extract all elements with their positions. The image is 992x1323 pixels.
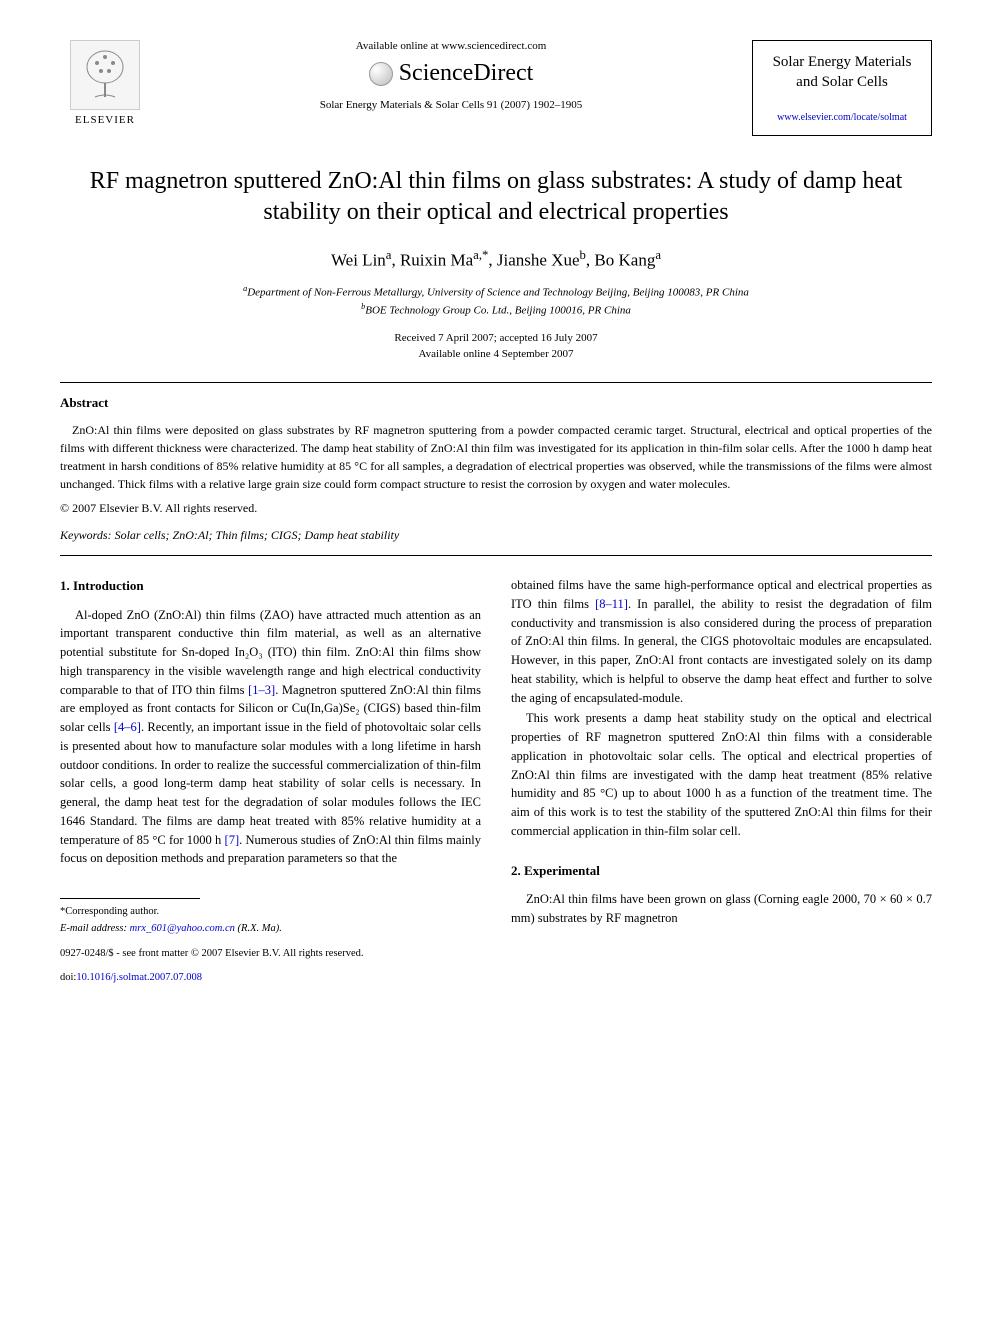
two-column-body: 1. Introduction Al-doped ZnO (ZnO:Al) th… <box>60 576 932 986</box>
divider-bottom <box>60 555 932 556</box>
received-date: Received 7 April 2007; accepted 16 July … <box>60 331 932 346</box>
doi-line: doi:10.1016/j.solmat.2007.07.008 <box>60 971 481 986</box>
footer-divider <box>60 898 200 899</box>
front-matter-line: 0927-0248/$ - see front matter © 2007 El… <box>60 947 481 962</box>
elsevier-label: ELSEVIER <box>60 114 150 126</box>
experimental-heading: 2. Experimental <box>511 861 932 881</box>
center-header: Available online at www.sciencedirect.co… <box>150 40 752 111</box>
email-line: E-mail address: mrx_601@yahoo.com.cn (R.… <box>60 922 481 937</box>
article-title: RF magnetron sputtered ZnO:Al thin films… <box>60 166 932 228</box>
abstract-heading: Abstract <box>60 395 932 411</box>
doi-link[interactable]: 10.1016/j.solmat.2007.07.008 <box>76 972 202 983</box>
available-online-text: Available online at www.sciencedirect.co… <box>170 40 732 52</box>
keywords-values: Solar cells; ZnO:Al; Thin films; CIGS; D… <box>115 528 400 542</box>
copyright-line: © 2007 Elsevier B.V. All rights reserved… <box>60 501 932 516</box>
elsevier-tree-icon <box>70 40 140 110</box>
ref-link-4-6[interactable]: [4–6] <box>114 720 141 734</box>
intro-paragraph-1: Al-doped ZnO (ZnO:Al) thin films (ZAO) h… <box>60 606 481 869</box>
ref-link-8-11[interactable]: [8–11] <box>595 597 628 611</box>
keywords-label: Keywords: <box>60 528 112 542</box>
affiliation-a: aDepartment of Non-Ferrous Metallurgy, U… <box>60 283 932 301</box>
footer-area: *Corresponding author. E-mail address: m… <box>60 898 481 986</box>
sciencedirect-icon <box>369 62 393 86</box>
left-column: 1. Introduction Al-doped ZnO (ZnO:Al) th… <box>60 576 481 986</box>
page-container: ELSEVIER Available online at www.science… <box>0 0 992 1026</box>
corresponding-author: *Corresponding author. <box>60 905 481 920</box>
tree-icon <box>75 45 135 105</box>
abstract-text: ZnO:Al thin films were deposited on glas… <box>60 421 932 493</box>
header-row: ELSEVIER Available online at www.science… <box>60 40 932 136</box>
sciencedirect-logo: ScienceDirect <box>170 60 732 87</box>
authors-line: Wei Lina, Ruixin Maa,*, Jianshe Xueb, Bo… <box>60 248 932 271</box>
ref-link-1-3[interactable]: [1–3] <box>248 683 275 697</box>
keywords-line: Keywords: Solar cells; ZnO:Al; Thin film… <box>60 528 932 543</box>
email-label: E-mail address: <box>60 923 127 934</box>
email-attribution: (R.X. Ma). <box>238 923 282 934</box>
email-link[interactable]: mrx_601@yahoo.com.cn <box>130 923 235 934</box>
sciencedirect-text: ScienceDirect <box>399 60 534 87</box>
doi-label: doi: <box>60 972 76 983</box>
available-date: Available online 4 September 2007 <box>60 347 932 362</box>
col2-paragraph-1: obtained films have the same high-perfor… <box>511 576 932 707</box>
affiliations: aDepartment of Non-Ferrous Metallurgy, U… <box>60 283 932 319</box>
journal-box: Solar Energy Materials and Solar Cells w… <box>752 40 932 136</box>
citation-line: Solar Energy Materials & Solar Cells 91 … <box>170 99 732 111</box>
journal-title: Solar Energy Materials and Solar Cells <box>761 53 923 92</box>
experimental-paragraph-1: ZnO:Al thin films have been grown on gla… <box>511 890 932 928</box>
journal-link[interactable]: www.elsevier.com/locate/solmat <box>761 112 923 123</box>
ref-link-7[interactable]: [7] <box>225 833 240 847</box>
divider-top <box>60 382 932 383</box>
affiliation-b: bBOE Technology Group Co. Ltd., Beijing … <box>60 301 932 319</box>
right-column: obtained films have the same high-perfor… <box>511 576 932 986</box>
col2-paragraph-2: This work presents a damp heat stability… <box>511 709 932 840</box>
article-dates: Received 7 April 2007; accepted 16 July … <box>60 331 932 362</box>
elsevier-logo-block: ELSEVIER <box>60 40 150 126</box>
intro-heading: 1. Introduction <box>60 576 481 596</box>
